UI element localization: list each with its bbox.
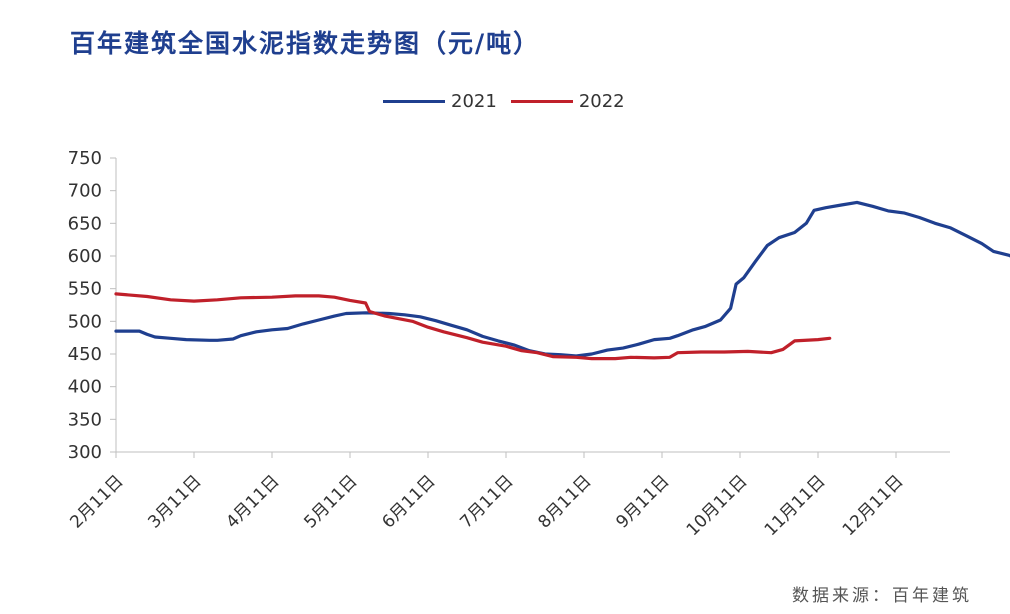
legend-item-2021: 2021 bbox=[383, 91, 497, 112]
data-source: 数据来源：百年建筑 bbox=[792, 586, 972, 606]
x-tick-label: 9月11日 bbox=[612, 471, 673, 532]
legend-swatch-2022 bbox=[510, 99, 573, 103]
x-tick-label: 2月11日 bbox=[66, 471, 127, 532]
x-tick-label: 10月11日 bbox=[683, 471, 752, 540]
y-tick-label: 350 bbox=[68, 409, 102, 430]
x-tick-label: 11月11日 bbox=[761, 471, 830, 540]
x-tick-label: 4月11日 bbox=[222, 471, 283, 532]
x-tick-label: 8月11日 bbox=[534, 471, 595, 532]
x-tick-label: 6月11日 bbox=[378, 471, 439, 532]
y-tick-label: 700 bbox=[68, 181, 102, 202]
chart-title: 百年建筑全国水泥指数走势图（元/吨） bbox=[70, 29, 541, 58]
x-tick-label: 12月11日 bbox=[839, 471, 908, 540]
series-line-2022 bbox=[114, 292, 832, 361]
y-tick-label: 600 bbox=[68, 246, 102, 267]
x-tick-label: 7月11日 bbox=[456, 471, 517, 532]
y-tick-label: 400 bbox=[68, 377, 102, 398]
legend-label-2021: 2021 bbox=[451, 90, 497, 112]
series-line-2021 bbox=[114, 200, 1010, 358]
y-tick-label: 500 bbox=[68, 311, 102, 332]
y-tick-label: 300 bbox=[68, 442, 102, 463]
x-tick-label: 5月11日 bbox=[300, 471, 361, 532]
legend-item-2022: 2022 bbox=[510, 90, 625, 112]
legend-swatch-2021 bbox=[383, 99, 445, 103]
y-tick-label: 550 bbox=[68, 279, 102, 300]
x-tick-label: 3月11日 bbox=[144, 471, 205, 532]
y-tick-label: 650 bbox=[68, 213, 102, 234]
y-tick-label: 750 bbox=[68, 148, 102, 169]
y-tick-label: 450 bbox=[68, 344, 102, 365]
legend: 2021 2022 bbox=[383, 89, 625, 113]
legend-label-2022: 2022 bbox=[578, 90, 625, 112]
